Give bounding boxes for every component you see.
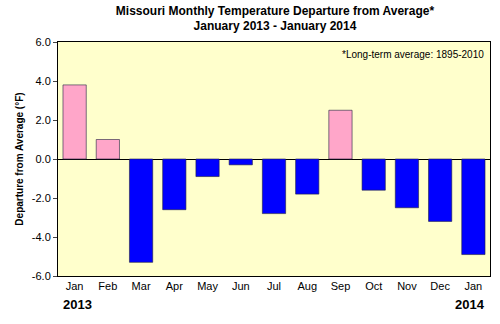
svg-text:Mar: Mar [132,280,151,292]
svg-text:-4.0: -4.0 [32,231,51,243]
svg-text:Jan: Jan [465,280,483,292]
svg-text:*Long-term average: 1895-2010: *Long-term average: 1895-2010 [342,49,484,60]
svg-text:2013: 2013 [63,297,92,312]
svg-text:4.0: 4.0 [36,75,51,87]
svg-text:Sep: Sep [331,280,351,292]
svg-text:Jul: Jul [267,280,281,292]
svg-text:0.0: 0.0 [36,153,51,165]
svg-text:-2.0: -2.0 [32,192,51,204]
svg-text:2014: 2014 [455,297,485,312]
svg-text:May: May [197,280,218,292]
svg-text:Dec: Dec [430,280,450,292]
svg-text:Apr: Apr [166,280,183,292]
svg-text:Feb: Feb [98,280,117,292]
svg-text:2.0: 2.0 [36,114,51,126]
svg-text:6.0: 6.0 [36,36,51,48]
svg-text:-6.0: -6.0 [32,270,51,282]
svg-text:Missouri Monthly Temperature D: Missouri Monthly Temperature Departure f… [116,4,435,34]
svg-text:Jun: Jun [232,280,250,292]
svg-text:Aug: Aug [297,280,317,292]
svg-text:Nov: Nov [397,280,417,292]
svg-text:Oct: Oct [365,280,382,292]
svg-text:Departure from Average (°F): Departure from Average (°F) [14,92,25,225]
svg-text:Jan: Jan [66,280,84,292]
